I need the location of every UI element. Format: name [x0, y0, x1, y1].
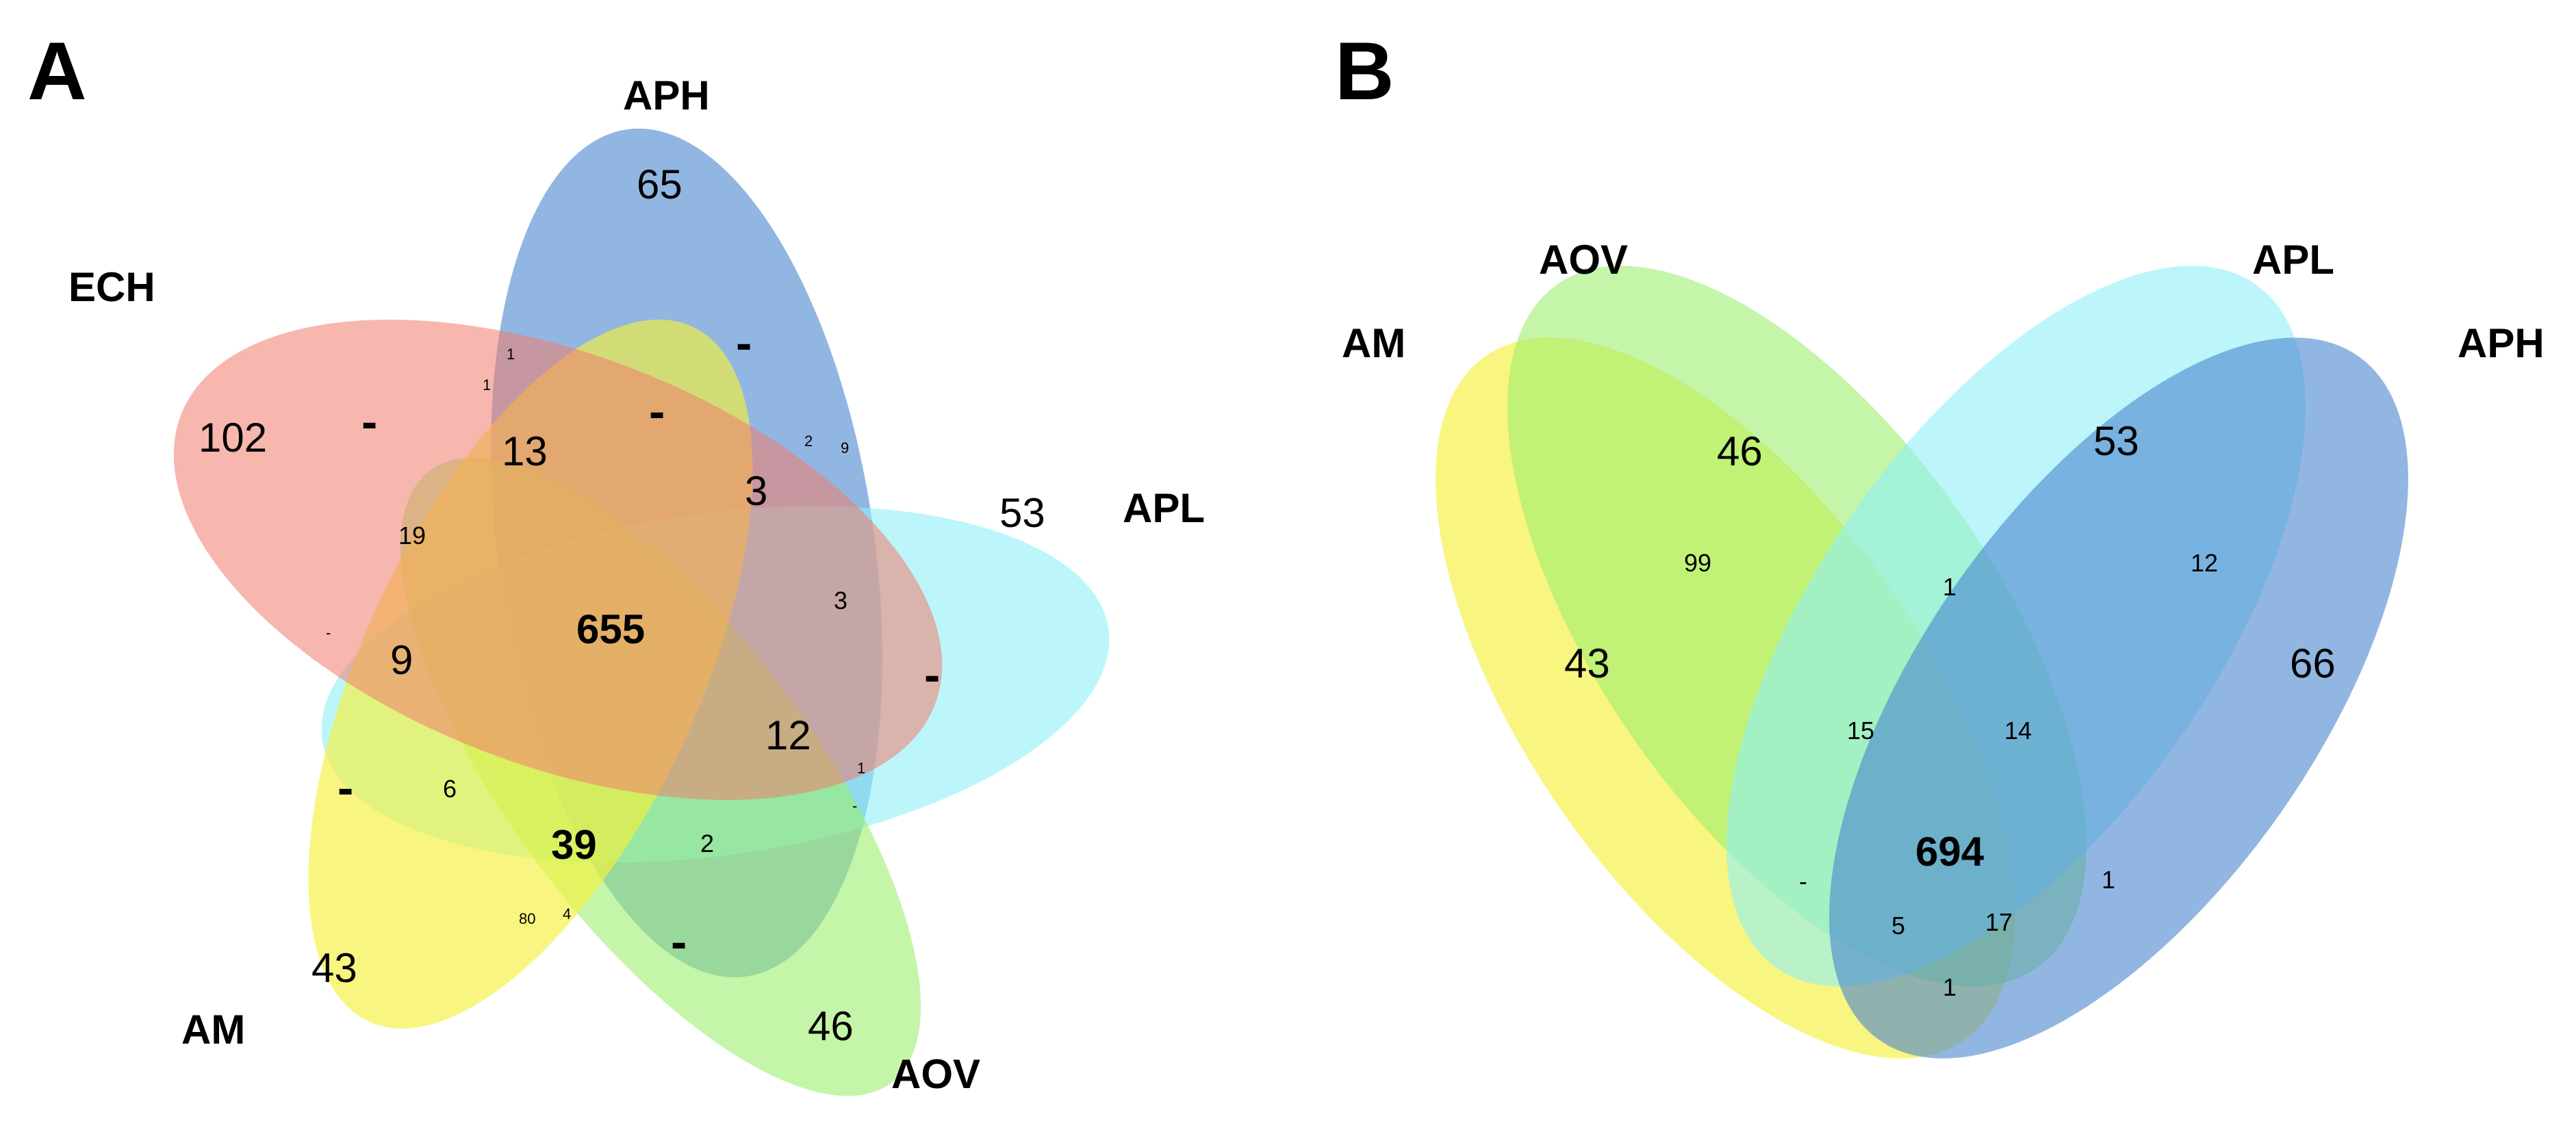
- dash-apl-aov-ech: -: [852, 797, 857, 814]
- count-am-only: 43: [311, 945, 357, 991]
- count-4: 4: [563, 905, 571, 922]
- set-label-apl-b: APL: [2252, 237, 2334, 283]
- count-13: 13: [502, 428, 548, 474]
- count-5: 5: [1891, 912, 1905, 940]
- count-2-small: 2: [804, 433, 813, 450]
- ellipse-ech: [173, 320, 943, 800]
- dash-ech-apl: -: [924, 648, 940, 701]
- count-19: 19: [398, 521, 426, 550]
- count-2: 2: [700, 829, 714, 857]
- set-label-aph: APH: [623, 73, 710, 118]
- panel-b-label: B: [1335, 25, 1394, 117]
- count-core-b: 694: [1915, 829, 1985, 875]
- count-9-small: 9: [841, 439, 849, 456]
- count-aov-only: 46: [808, 1003, 854, 1049]
- count-apl-only: 53: [999, 490, 1045, 536]
- count-80: 80: [519, 910, 535, 927]
- ellipse-aph-b: [1829, 337, 2408, 1059]
- count-core: 655: [576, 606, 645, 652]
- count-am-only-b: 43: [1564, 641, 1610, 686]
- count-39: 39: [551, 822, 597, 868]
- dash-aph-am: -: [736, 316, 752, 370]
- set-label-ech: ECH: [68, 264, 155, 310]
- set-label-apl: APL: [1123, 485, 1205, 531]
- count-1c: 1: [857, 760, 865, 777]
- set-label-am-b: AM: [1342, 320, 1405, 366]
- panel-a: A APH APL AOV AM ECH 65 102 53 43 46 655…: [27, 25, 1205, 1097]
- count-12-b: 12: [2191, 549, 2218, 577]
- set-label-am: AM: [181, 1007, 245, 1053]
- count-aph-only-b: 66: [2290, 641, 2336, 686]
- set-label-aph-b: APH: [2458, 320, 2545, 366]
- count-99: 99: [1684, 549, 1711, 577]
- count-12: 12: [765, 712, 811, 758]
- set-label-aov: AOV: [891, 1051, 980, 1097]
- set-label-aov-b: AOV: [1539, 237, 1628, 283]
- dash-ech-am: -: [361, 395, 377, 448]
- count-14: 14: [2004, 717, 2032, 745]
- count-3-small: 3: [834, 586, 847, 615]
- count-1-b: 1: [1943, 573, 1956, 601]
- count-1b: 1: [483, 376, 491, 393]
- count-apl-only-b: 53: [2093, 418, 2139, 464]
- dash-ech-am-apl: -: [326, 624, 331, 641]
- count-aph-only: 65: [637, 162, 683, 207]
- dash-b: -: [1799, 867, 1807, 895]
- count-15: 15: [1847, 717, 1874, 745]
- count-1-bottom: 1: [1943, 973, 1956, 1001]
- count-6: 6: [443, 775, 457, 803]
- dash-aov-aph: -: [671, 915, 687, 968]
- count-3: 3: [745, 468, 767, 514]
- dash-am-apl: -: [337, 761, 353, 814]
- panel-b: B AM AOV APL APH 46 53 43 66 99 1 12 15 …: [1335, 25, 2545, 1059]
- count-1-right: 1: [2102, 866, 2115, 894]
- panel-a-label: A: [27, 25, 87, 117]
- count-9: 9: [390, 637, 413, 683]
- count-aov-only-b: 46: [1717, 428, 1763, 474]
- count-ech-only: 102: [199, 415, 267, 461]
- count-1a: 1: [507, 346, 515, 363]
- count-17: 17: [1985, 908, 2013, 936]
- dash-ech-aph-am: -: [649, 385, 665, 438]
